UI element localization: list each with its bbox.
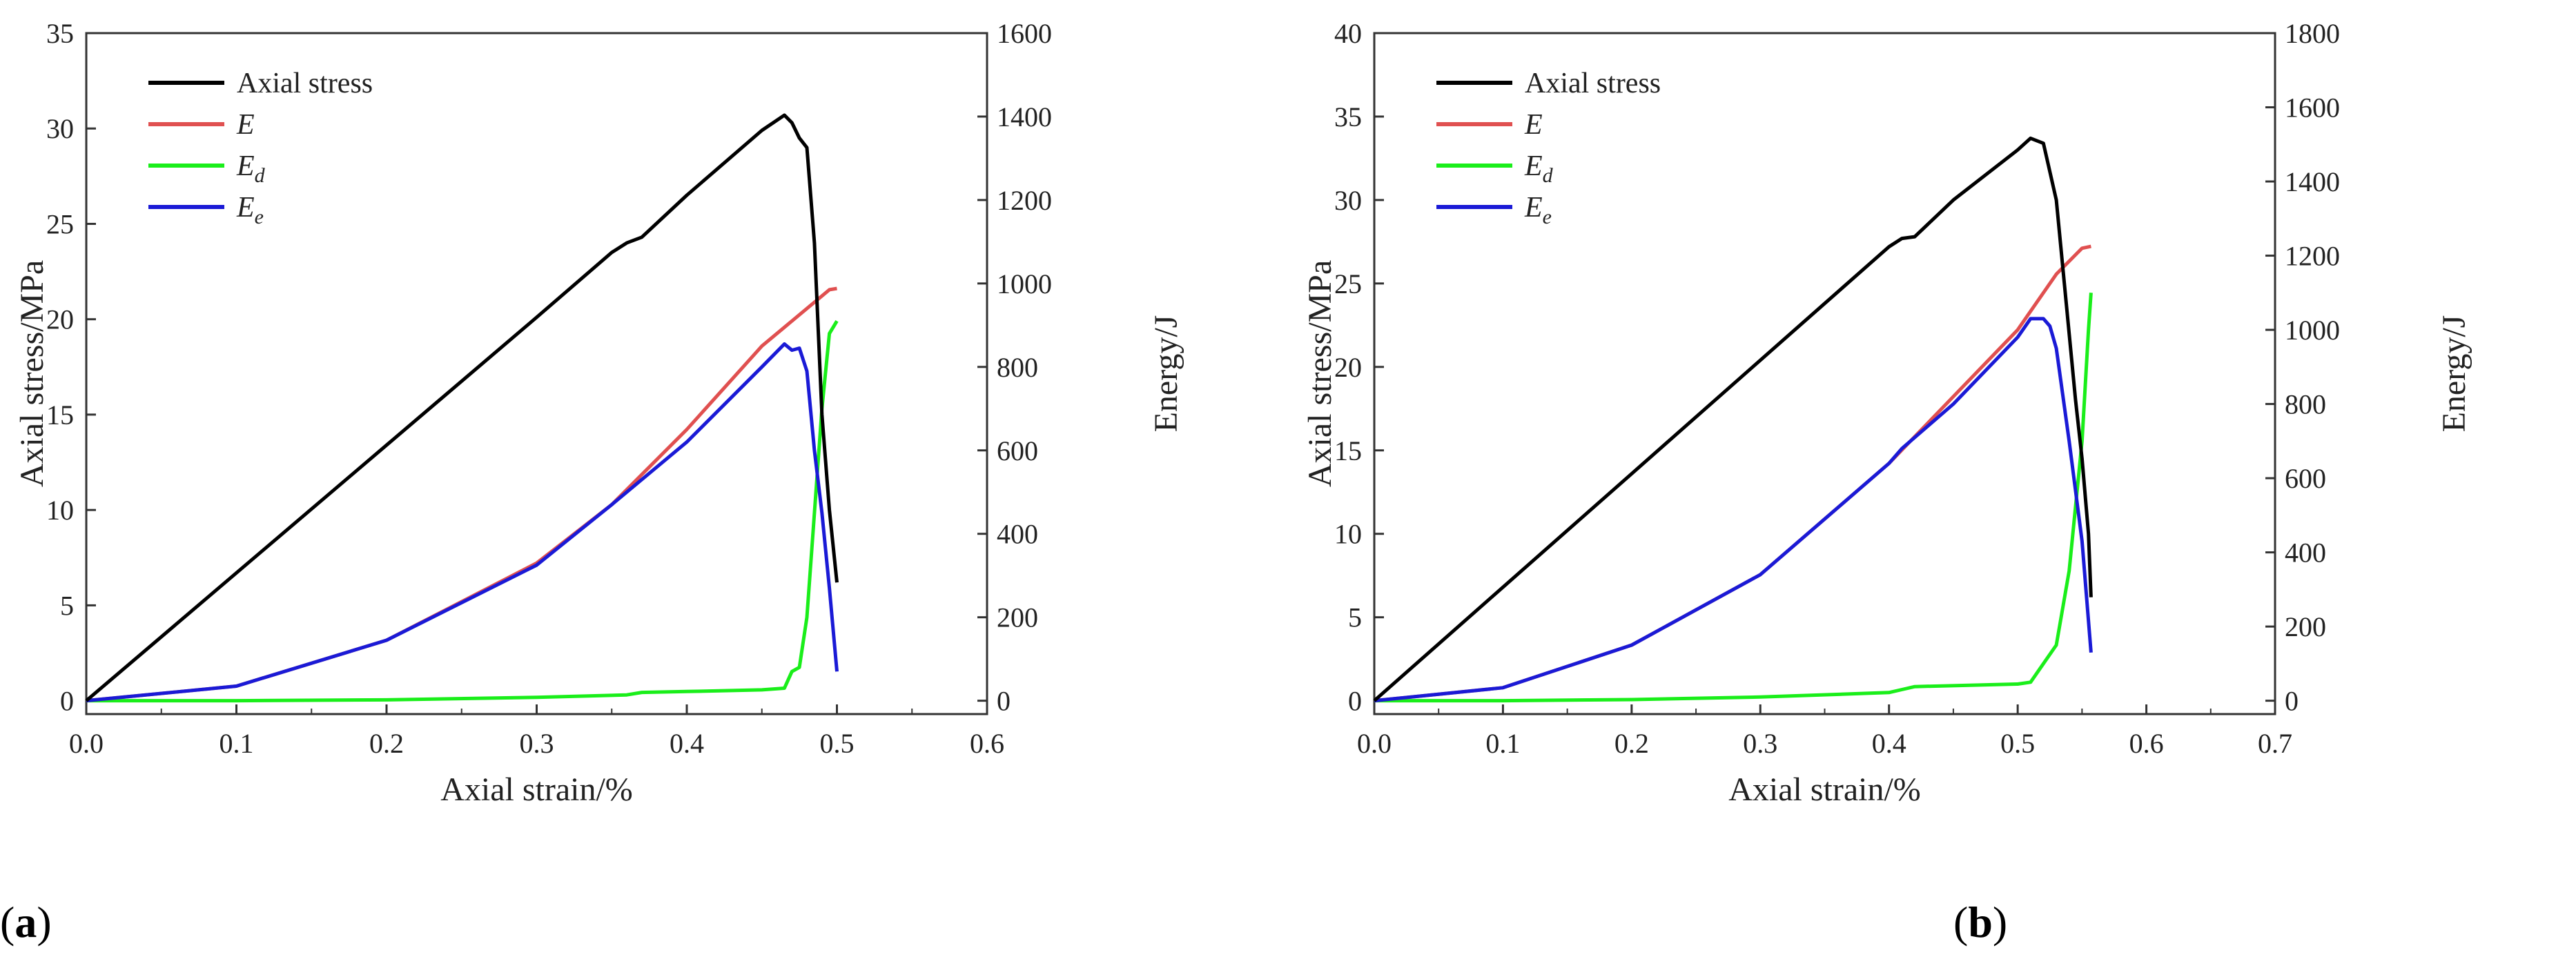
caption-b-close: ) (1992, 898, 2008, 947)
chart-b-y2-tick-label: 200 (2285, 611, 2326, 642)
caption-a-close: ) (37, 898, 52, 947)
chart-panel-a: 0.0 0.1 0.2 0.3 0.4 0.5 0.6 0 5 10 15 20 25 30 35 0 200 4… (14, 18, 1184, 808)
chart-a-legend-label: Ee (236, 192, 264, 228)
chart-b-svg: 0.0 0.1 0.2 0.3 0.4 0.5 0.6 0.7 0 5 10 15 20 25 30 35 40… (1302, 18, 2472, 808)
caption-b-letter: b (1968, 898, 1993, 947)
chart-a-y2-tick-label: 1400 (997, 101, 1052, 132)
chart-a-plot-frame (85, 32, 988, 715)
chart-a-y-tick-label: 20 (46, 304, 74, 335)
chart-a-x-tick-label: 0.6 (970, 728, 1004, 759)
chart-a-x-tick-label: 0.5 (820, 728, 855, 759)
chart-b-x-tick-label: 0.2 (1614, 728, 1649, 759)
chart-a-y2-tick-label: 800 (997, 352, 1038, 383)
chart-a-legend-label: E (236, 109, 255, 141)
panel-b-caption: (b) (1953, 897, 2007, 948)
chart-b-legend-label: Axial stress (1525, 68, 1661, 99)
chart-a-y-tick-label: 5 (60, 590, 74, 621)
chart-b-y2-tick-label: 1800 (2285, 18, 2340, 49)
chart-b-x-tick-label: 0.4 (1872, 728, 1906, 759)
chart-b-y2-tick-label: 1400 (2285, 166, 2340, 197)
chart-a-x-tick-label: 0.3 (520, 728, 554, 759)
chart-a-y2-tick-label: 1000 (997, 268, 1052, 299)
chart-a-y2-tick-label: 0 (997, 686, 1011, 717)
chart-a-y-tick-label: 10 (46, 495, 74, 526)
caption-a-open: ( (0, 898, 15, 947)
chart-b-y-axis-label: Axial stress/MPa (1302, 260, 1338, 487)
caption-a-letter: a (14, 898, 37, 947)
chart-a-x-tick-label: 0.2 (369, 728, 404, 759)
chart-a-legend-label: Axial stress (237, 68, 373, 99)
chart-a-x-tick-label: 0.4 (670, 728, 704, 759)
chart-a-series-e (86, 286, 837, 703)
chart-b-plot-frame (1373, 32, 2276, 715)
chart-b-legend-label: Ed (1524, 150, 1554, 187)
chart-a-series-axial-stress (85, 113, 839, 702)
chart-b-y-tick-label: 30 (1334, 185, 1362, 216)
chart-b-x-tick-label: 0.7 (2258, 728, 2292, 759)
chart-b-y2-tick-label: 600 (2285, 463, 2326, 494)
chart-a-y-tick-label: 0 (60, 686, 74, 717)
chart-b-y-tick-label: 35 (1334, 101, 1362, 132)
caption-b-open: ( (1953, 898, 1969, 947)
chart-b-x-tick-label: 0.6 (2129, 728, 2164, 759)
chart-b-series-e (1374, 244, 2091, 703)
chart-a-y2-tick-label: 400 (997, 519, 1038, 550)
chart-b-series-axial-stress (1373, 136, 2093, 702)
chart-b-y2-tick-label: 1000 (2285, 315, 2340, 346)
chart-b-y-tick-label: 20 (1334, 352, 1362, 383)
chart-b-y2-tick-label: 400 (2285, 537, 2326, 568)
chart-a-series-ee (86, 342, 839, 703)
chart-panel-b: 0.0 0.1 0.2 0.3 0.4 0.5 0.6 0.7 0 5 10 15 20 25 30 35 40… (1288, 0, 2576, 979)
chart-b-y2-tick-label: 800 (2285, 389, 2326, 420)
chart-a-svg: 0.0 0.1 0.2 0.3 0.4 0.5 0.6 0 5 10 15 20 25 30 35 0 200 4… (14, 18, 1184, 808)
chart-a-x-tick-label: 0.0 (69, 728, 104, 759)
chart-a-y2-tick-label: 200 (997, 602, 1038, 633)
chart-b-series-ee (1374, 317, 2093, 703)
chart-b-y2-tick-label: 1200 (2285, 241, 2340, 272)
chart-b-x-tick-label: 0.0 (1357, 728, 1392, 759)
chart-b-x-tick-label: 0.3 (1743, 728, 1777, 759)
chart-a-x-tick-label: 0.1 (219, 728, 254, 759)
chart-b-y-tick-label: 25 (1334, 268, 1362, 299)
chart-a-y-tick-label: 15 (46, 399, 74, 431)
chart-a-y-tick-label: 25 (46, 208, 74, 239)
chart-b-y2-tick-label: 1600 (2285, 92, 2340, 123)
panel-a-caption: (a) (0, 897, 52, 948)
chart-a-y2-tick-label: 600 (997, 435, 1038, 466)
chart-b-x-axis-label: Axial strain/% (1728, 771, 1921, 808)
chart-b-series-ed (1374, 293, 2093, 703)
chart-b-x-tick-label: 0.5 (2000, 728, 2035, 759)
chart-a-y-axis-label: Axial stress/MPa (14, 260, 50, 487)
chart-a-y2-tick-label: 1200 (997, 185, 1052, 216)
chart-b-y2-axis-label: Energy/J (2436, 315, 2472, 433)
chart-b-y-tick-label: 10 (1334, 519, 1362, 550)
chart-a-y-tick-label: 35 (46, 18, 74, 49)
chart-b-legend-label: Ee (1524, 192, 1552, 228)
chart-b-y-tick-label: 15 (1334, 435, 1362, 466)
chart-a-series-ed (86, 320, 839, 703)
chart-b-x-tick-label: 0.1 (1485, 728, 1520, 759)
chart-b-y-tick-label: 5 (1348, 602, 1362, 633)
chart-b-y-tick-label: 40 (1334, 18, 1362, 49)
chart-b-legend-label: E (1524, 109, 1543, 141)
chart-a-y2-axis-label: Energy/J (1148, 315, 1184, 433)
chart-a-y2-tick-label: 1600 (997, 18, 1052, 49)
chart-a-y-tick-label: 30 (46, 113, 74, 144)
chart-b-y-tick-label: 0 (1348, 686, 1362, 717)
chart-b-y2-tick-label: 0 (2285, 686, 2299, 717)
chart-a-x-axis-label: Axial strain/% (440, 771, 633, 808)
chart-a-legend-label: Ed (236, 150, 266, 187)
